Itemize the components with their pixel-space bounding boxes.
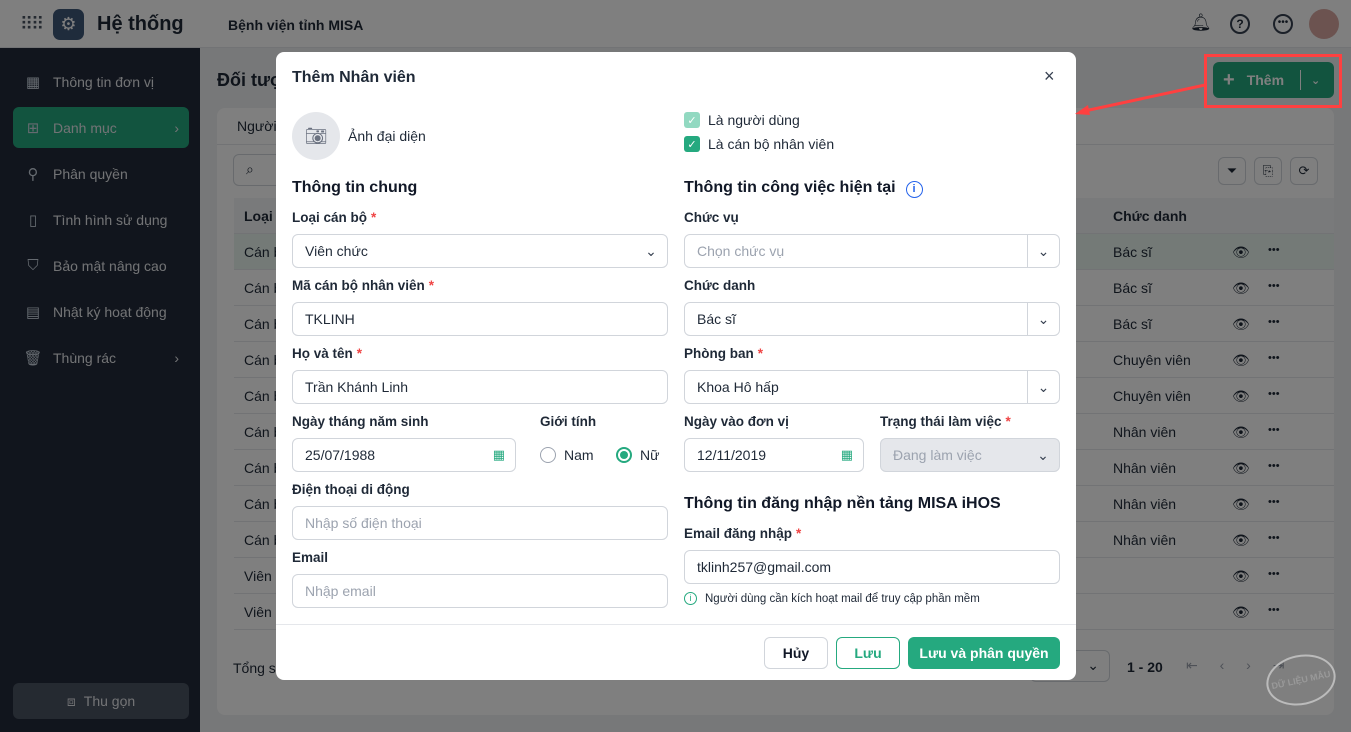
is-staff-checkbox[interactable]: ✓ [684,136,700,152]
annotation-arrow [1075,83,1206,115]
department-label: Phòng ban * [684,346,764,361]
email-input[interactable]: Nhập email [292,574,668,608]
department-select[interactable]: Khoa Hô hấp ⌄ [684,370,1060,404]
staff-code-label: Mã cán bộ nhân viên * [292,278,435,293]
section-general: Thông tin chung [292,179,418,196]
staff-code-input[interactable]: TKLINH [292,302,668,336]
full-name-label: Họ và tên * [292,346,363,361]
camera-icon[interactable]: 📷︎ [292,112,340,160]
gender-label: Giới tính [540,414,597,429]
staff-type-label: Loại cán bộ * [292,210,377,225]
full-name-input[interactable]: Trần Khánh Linh [292,370,668,404]
calendar-icon: ▦ [492,447,505,462]
gender-male-label: Nam [564,447,594,463]
save-and-permit-button[interactable]: Lưu và phân quyền [908,637,1060,669]
add-employee-modal: Thêm Nhân viên × 📷︎ Ảnh đại diện ✓ Là ng… [276,52,1076,680]
chevron-down-icon: ⌄ [645,242,657,259]
section-login: Thông tin đăng nhập nền tảng MISA iHOS [684,495,1001,512]
position-select[interactable]: Chọn chức vụ ⌄ [684,234,1060,268]
highlight-box [1204,54,1342,108]
dob-input[interactable]: 25/07/1988 ▦ [292,438,516,472]
email-label: Email [292,550,329,565]
staff-type-select[interactable]: Viên chức ⌄ [292,234,668,268]
gender-male-radio[interactable] [540,447,556,463]
chevron-down-icon: ⌄ [1027,235,1059,267]
info-icon: i [684,592,697,605]
job-title-select[interactable]: Bác sĩ ⌄ [684,302,1060,336]
calendar-icon: ▦ [840,447,853,462]
work-status-select: Đang làm việc ⌄ [880,438,1060,472]
position-label: Chức vụ [684,210,739,225]
phone-label: Điện thoại di động [292,482,410,497]
dob-label: Ngày tháng năm sinh [292,414,429,429]
close-icon[interactable]: × [1044,66,1055,86]
chevron-down-icon: ⌄ [1027,303,1059,335]
cancel-button[interactable]: Hủy [764,637,828,669]
chevron-down-icon: ⌄ [1037,446,1049,463]
modal-title: Thêm Nhân viên [292,69,416,86]
phone-input[interactable]: Nhập số điện thoại [292,506,668,540]
save-button[interactable]: Lưu [836,637,900,669]
is-user-label: Là người dùng [708,112,800,128]
login-hint: i Người dùng cần kích hoạt mail để truy c… [684,592,980,605]
is-staff-label: Là cán bộ nhân viên [708,136,835,152]
job-title-label: Chức danh [684,278,756,293]
gender-female-radio[interactable] [616,447,632,463]
work-status-label: Trạng thái làm việc * [880,414,1011,429]
login-email-label: Email đăng nhập * [684,526,802,541]
section-job: Thông tin công việc hiện tại i [684,179,923,198]
avatar-label: Ảnh đại diện [348,128,426,144]
login-email-input[interactable]: tklinh257@gmail.com [684,550,1060,584]
chevron-down-icon: ⌄ [1027,371,1059,403]
gender-female-label: Nữ [640,447,660,463]
is-user-checkbox[interactable]: ✓ [684,112,700,128]
join-date-label: Ngày vào đơn vị [684,414,789,429]
info-icon[interactable]: i [905,181,923,198]
join-date-input[interactable]: 12/11/2019 ▦ [684,438,864,472]
